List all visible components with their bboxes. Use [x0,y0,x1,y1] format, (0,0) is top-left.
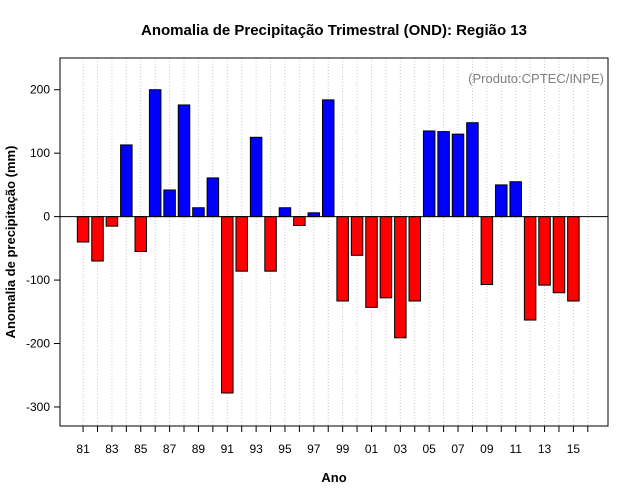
x-tick-label: 11 [509,442,522,456]
plot-frame [59,57,609,427]
bar-1999 [336,216,349,302]
x-tick-label: 01 [365,442,379,456]
y-tick-label: 100 [30,146,50,160]
bar-1985 [134,216,148,253]
x-tick-label: 03 [394,442,408,456]
x-tick-label: 09 [480,442,494,456]
bar-1987 [163,189,176,218]
x-axis: 81 83 85 87 89 91 93 95 97 99 01 03 05 07 09 11 13 15 [76,426,589,456]
bar-1981 [76,216,90,243]
x-tick-label: 83 [105,442,119,456]
x-tick-label: 91 [221,442,235,456]
y-axis: -300 -200 -100 0 100 200 [26,83,60,414]
bar-1996 [293,216,306,227]
bar-2011 [509,181,522,218]
credit-text: (Produto:CPTEC/INPE) [468,71,604,86]
bar-1989 [192,207,205,218]
x-tick-label: 81 [76,442,90,456]
x-tick-label: 99 [336,442,350,456]
y-tick-label: 200 [30,83,50,97]
chart-title: Anomalia de Precipitação Trimestral (OND… [141,22,527,39]
bar-2007 [451,133,465,218]
x-tick-label: 89 [192,442,206,456]
x-tick-label: 85 [134,442,148,456]
bar-2013 [538,216,551,286]
bars [76,89,580,394]
y-tick-label: 0 [43,210,50,224]
bar-2001 [365,216,378,308]
bar-2015 [567,216,580,302]
bar-1998 [321,99,335,218]
x-tick-label: 97 [307,442,321,456]
x-tick-label: 07 [451,442,465,456]
bar-1995 [278,207,292,218]
bar-1982 [91,216,104,262]
x-tick-label: 93 [249,442,263,456]
bar-2002 [379,216,393,299]
y-axis-label: Anomalia de precipitação (mm) [3,146,18,339]
bar-1986 [148,89,162,218]
x-tick-label: 95 [278,442,292,456]
bar-1988 [177,104,191,218]
y-tick-label: -100 [26,273,50,287]
bar-2012 [523,216,537,321]
bar-1997 [307,212,321,218]
y-tick-label: -300 [26,400,50,414]
bar-2000 [350,216,364,256]
bar-2009 [480,216,494,286]
bar-1994 [264,216,277,272]
x-tick-label: 05 [422,442,436,456]
bar-1991 [221,216,234,394]
bar-1992 [235,216,248,272]
bar-1990 [206,177,220,218]
y-tick-label: -200 [26,337,50,351]
bar-1983 [105,216,119,227]
bar-2004 [408,216,422,302]
x-tick-label: 15 [567,442,581,456]
x-tick-label: 13 [538,442,552,456]
bar-2008 [466,122,479,218]
x-tick-label: 87 [163,442,177,456]
x-axis-label: Ano [321,470,346,485]
bar-1984 [120,144,133,218]
bar-2005 [422,130,436,218]
bar-2014 [552,216,566,294]
bar-1993 [249,136,263,218]
bar-2006 [437,131,450,218]
bar-2003 [394,216,407,339]
bar-2010 [495,184,508,218]
